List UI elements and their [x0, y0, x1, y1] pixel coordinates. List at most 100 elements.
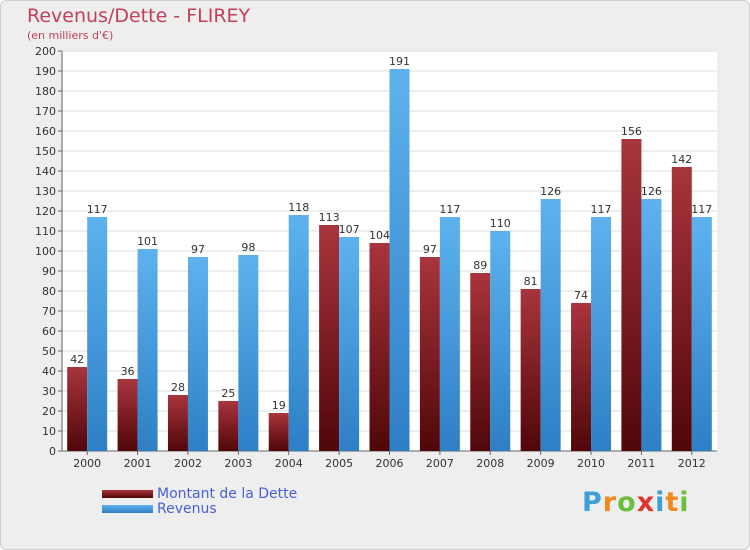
y-tick-label: 50: [42, 345, 56, 358]
bar-dette: [571, 303, 592, 451]
y-tick-label: 0: [49, 445, 56, 458]
x-tick-label: 2007: [426, 457, 454, 470]
bar-chart: 0 10 20 30 40 50 60 70 80 90 100 110 120 130 140 150 160…: [35, 45, 717, 470]
bar-revenus: [288, 215, 309, 451]
y-tick-label: 160: [35, 125, 56, 138]
y-tick-label: 130: [35, 185, 56, 198]
x-tick-label: 2002: [174, 457, 202, 470]
y-tick-label: 190: [35, 65, 56, 78]
y-tick-label: 110: [35, 225, 56, 238]
y-tick-label: 120: [35, 205, 56, 218]
bar-revenus: [591, 217, 612, 451]
logo-letter: r: [602, 487, 618, 518]
legend-swatch-dette: [102, 490, 153, 498]
legend-swatch-revenus: [102, 505, 153, 513]
y-tick-label: 140: [35, 165, 56, 178]
bar-dette: [671, 167, 692, 451]
bar-revenus: [691, 217, 712, 451]
logo-letter: o: [617, 487, 637, 518]
data-label-revenus: 98: [241, 241, 255, 254]
legend-label-revenus: Revenus: [157, 501, 217, 517]
logo-letter: i: [655, 487, 666, 518]
bar-revenus: [87, 217, 108, 451]
data-label-dette: 97: [423, 243, 437, 256]
bar-dette: [369, 243, 390, 451]
data-label-revenus: 126: [641, 185, 662, 198]
bar-dette: [117, 379, 138, 451]
data-label-dette: 104: [369, 229, 390, 242]
data-label-dette: 74: [574, 289, 588, 302]
bar-dette: [67, 367, 88, 451]
data-label-revenus: 110: [490, 217, 511, 230]
x-tick-label: 2000: [73, 457, 101, 470]
bar-revenus: [540, 199, 561, 451]
data-label-dette: 142: [671, 153, 692, 166]
y-tick-label: 90: [42, 265, 56, 278]
x-tick-label: 2004: [275, 457, 303, 470]
bar-revenus: [389, 69, 410, 451]
x-tick-label: 2003: [224, 457, 252, 470]
data-label-dette: 156: [621, 125, 642, 138]
data-label-dette: 36: [121, 365, 135, 378]
y-tick-label: 200: [35, 45, 56, 58]
bar-dette: [218, 401, 239, 451]
proxiti-logo: Proxiti: [582, 487, 690, 518]
data-label-dette: 81: [524, 275, 538, 288]
logo-letter: t: [665, 487, 680, 518]
x-tick-label: 2001: [124, 457, 152, 470]
bar-dette: [319, 225, 340, 451]
logo-letter: x: [636, 487, 656, 518]
data-label-dette: 28: [171, 381, 185, 394]
x-tick-label: 2009: [527, 457, 555, 470]
bar-revenus: [641, 199, 662, 451]
chart-title: Revenus/Dette - FLIREY: [27, 5, 251, 27]
y-tick-label: 150: [35, 145, 56, 158]
data-label-revenus: 101: [137, 235, 158, 248]
legend-label-dette: Montant de la Dette: [157, 486, 298, 502]
x-tick-label: 2012: [678, 457, 706, 470]
y-tick-label: 170: [35, 105, 56, 118]
bar-revenus: [490, 231, 511, 451]
y-tick-label: 100: [35, 245, 56, 258]
bar-dette: [419, 257, 440, 451]
y-tick-label: 80: [42, 285, 56, 298]
y-tick-label: 10: [42, 425, 56, 438]
x-tick-label: 2008: [476, 457, 504, 470]
data-label-dette: 42: [70, 353, 84, 366]
x-tick-label: 2005: [325, 457, 353, 470]
y-tick-label: 40: [42, 365, 56, 378]
bar-dette: [167, 395, 188, 451]
y-tick-label: 30: [42, 385, 56, 398]
data-label-revenus: 117: [591, 203, 612, 216]
data-label-revenus: 117: [87, 203, 108, 216]
x-tick-label: 2006: [376, 457, 404, 470]
data-label-dette: 25: [221, 387, 235, 400]
data-label-dette: 89: [473, 259, 487, 272]
bar-dette: [621, 139, 642, 451]
data-label-revenus: 126: [540, 185, 561, 198]
logo-letter: i: [679, 487, 690, 518]
data-label-revenus: 107: [339, 223, 360, 236]
bar-dette: [268, 413, 289, 451]
bar-dette: [520, 289, 541, 451]
bar-revenus: [439, 217, 460, 451]
data-label-dette: 113: [319, 211, 340, 224]
y-tick-label: 180: [35, 85, 56, 98]
logo-letter: P: [582, 487, 603, 518]
bar-dette: [470, 273, 491, 451]
data-label-dette: 19: [272, 399, 286, 412]
x-tick-label: 2011: [627, 457, 655, 470]
bar-revenus: [187, 257, 208, 451]
y-tick-label: 60: [42, 325, 56, 338]
data-label-revenus: 118: [288, 201, 309, 214]
bar-revenus: [238, 255, 259, 451]
bar-revenus: [339, 237, 360, 451]
x-tick-label: 2010: [577, 457, 605, 470]
data-label-revenus: 191: [389, 55, 410, 68]
data-label-revenus: 117: [691, 203, 712, 216]
data-label-revenus: 117: [439, 203, 460, 216]
y-tick-label: 20: [42, 405, 56, 418]
data-label-revenus: 97: [191, 243, 205, 256]
chart-subtitle: (en milliers d'€): [27, 29, 114, 42]
